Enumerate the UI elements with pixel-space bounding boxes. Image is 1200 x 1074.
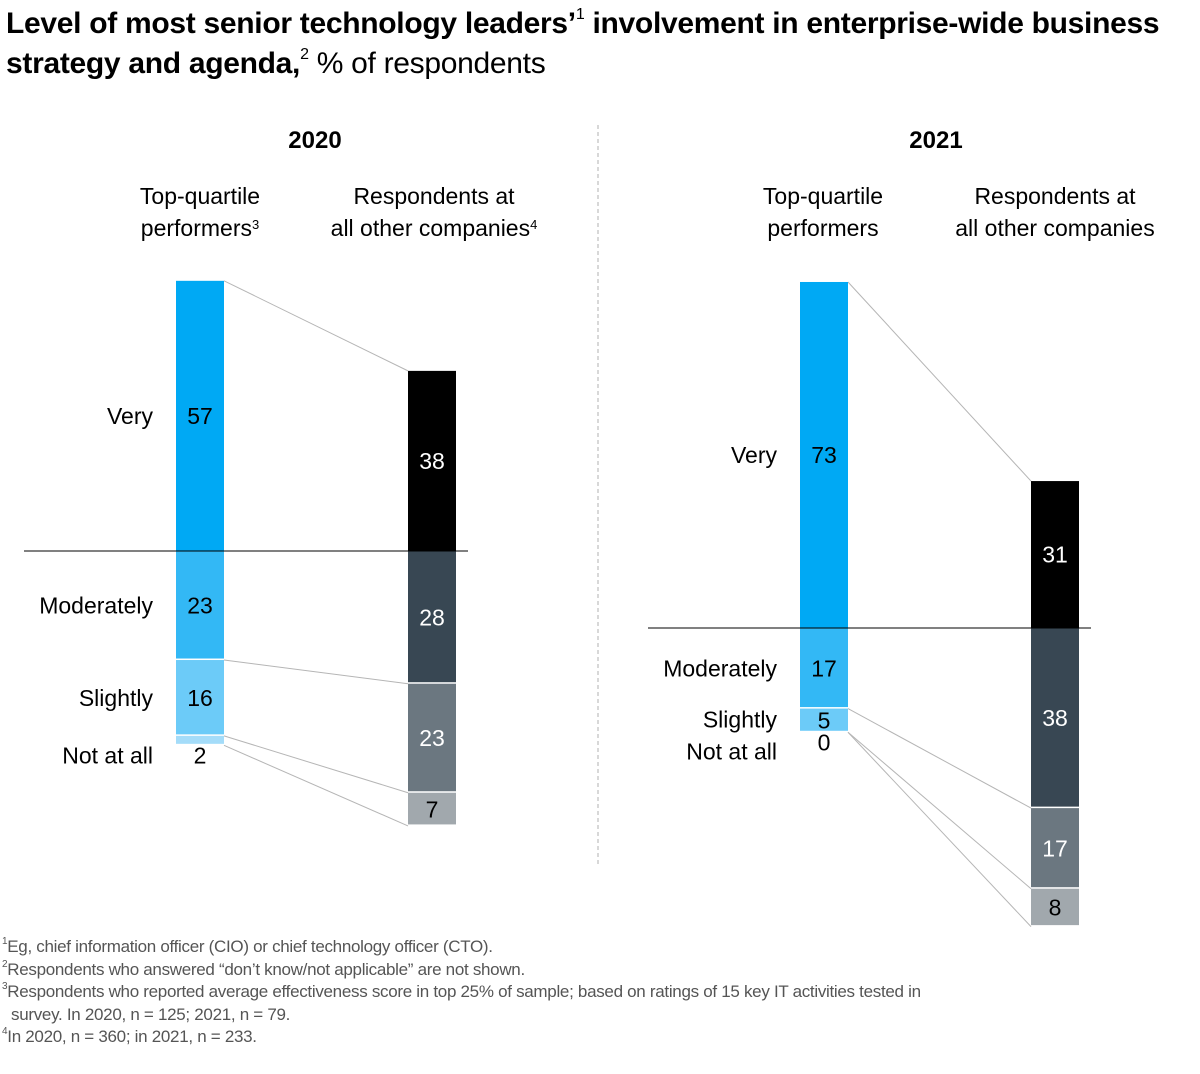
value-label: 7 — [426, 796, 439, 822]
category-label-not-at-all: Not at all — [62, 742, 153, 768]
footnote-3: 3Respondents who reported average effect… — [2, 981, 921, 1024]
category-label-very: Very — [731, 442, 778, 468]
value-label: 57 — [187, 403, 213, 429]
value-label: 38 — [1042, 705, 1068, 731]
connector-line — [223, 744, 409, 827]
bar-segment-moderately — [408, 551, 456, 683]
group-label-line1: Respondents at — [353, 183, 515, 209]
value-label: 28 — [419, 604, 445, 630]
bar-segment-very — [408, 370, 456, 551]
category-label-very: Very — [107, 403, 154, 429]
category-label-moderately: Moderately — [39, 593, 153, 619]
bar-segment-very — [176, 280, 224, 551]
chart-title: Level of most senior technology leaders’… — [6, 4, 1196, 84]
value-label: 31 — [1042, 542, 1068, 568]
footnote-2: 2Respondents who answered “don’t know/no… — [2, 958, 525, 979]
group-label-footnote-marker: 4 — [530, 217, 537, 232]
value-label: 17 — [1042, 835, 1068, 861]
value-label: 23 — [419, 725, 445, 751]
bar-segment-not-at-all — [408, 792, 456, 825]
title-bold-2: involvement in enterprise-wide business … — [6, 7, 1160, 80]
value-label: 16 — [187, 685, 213, 711]
connector-line — [223, 735, 409, 794]
category-label-moderately: Moderately — [663, 655, 777, 681]
bar-segment-moderately — [800, 628, 848, 708]
title-bold-1: Level of most senior technology leaders’ — [6, 7, 576, 40]
footnote-1: 1Eg, chief information officer (CIO) or … — [2, 936, 493, 956]
category-label-not-at-all: Not at all — [686, 738, 777, 764]
panel-year-2021: 2021 — [909, 127, 962, 154]
value-label: 38 — [419, 448, 445, 474]
bar-segment-moderately — [176, 551, 224, 659]
group-label-line1: Top-quartile — [140, 183, 260, 209]
connector-line — [847, 731, 1032, 890]
footnotes: 1Eg, chief information officer (CIO) or … — [2, 936, 1192, 1049]
category-label-slightly: Slightly — [79, 685, 154, 711]
footnote-4: 4In 2020, n = 360; in 2021, n = 233. — [2, 1026, 257, 1046]
bar-segment-moderately — [1031, 628, 1079, 807]
group-label-line2: performers3 — [141, 215, 259, 241]
bar-segment-not-at-all — [1031, 888, 1079, 926]
group-label-line2: all other companies — [955, 215, 1154, 241]
bar-segment-slightly — [800, 708, 848, 731]
value-label: 23 — [187, 593, 213, 619]
bar-segment-very — [1031, 481, 1079, 628]
category-label-slightly: Slightly — [703, 707, 778, 733]
bar-segment-not-at-all — [176, 735, 224, 744]
bar-segment-very — [800, 281, 848, 628]
connector-line — [847, 281, 1032, 482]
value-label: 0 — [818, 729, 831, 755]
group-label-line2: performers — [767, 215, 878, 241]
value-label: 8 — [1049, 895, 1062, 921]
group-label-line2: all other companies4 — [331, 215, 538, 241]
bar-segment-slightly — [176, 660, 224, 735]
group-label-footnote-marker: 3 — [252, 217, 259, 232]
title-unit: % of respondents — [308, 47, 546, 80]
group-label-line1: Respondents at — [974, 183, 1136, 209]
title-sup-1: 1 — [575, 6, 585, 23]
group-label-line1: Top-quartile — [763, 183, 883, 209]
panel-year-2020: 2020 — [288, 127, 341, 154]
value-label: 2 — [194, 742, 207, 768]
connector-line — [847, 731, 1032, 927]
connector-line — [223, 659, 409, 685]
value-label: 73 — [811, 442, 837, 468]
connector-line — [223, 280, 409, 372]
bar-segment-slightly — [1031, 808, 1079, 888]
bar-segment-slightly — [408, 683, 456, 792]
value-label: 5 — [818, 707, 831, 733]
value-label: 17 — [811, 655, 837, 681]
connector-line — [847, 708, 1032, 809]
title-sup-2: 2 — [300, 46, 309, 63]
